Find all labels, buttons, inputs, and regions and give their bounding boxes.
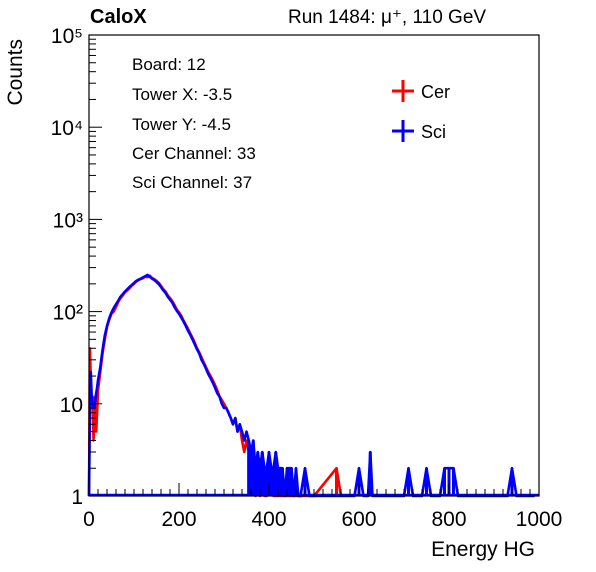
x-axis: 0 200 400 600 800 1000 Energy HG — [83, 483, 562, 561]
y-tick-label: 10 — [60, 394, 83, 417]
y-tick-label: 10² — [53, 302, 83, 325]
y-tick-label: 10⁴ — [51, 117, 83, 140]
legend-label: Sci — [421, 122, 446, 142]
info-tower-x: Tower X: -3.5 — [132, 85, 233, 104]
info-box — [118, 48, 360, 196]
x-tick-label: 0 — [83, 508, 95, 531]
experiment-label: CaloX — [90, 6, 147, 28]
series-layer — [87, 273, 539, 498]
y-tick-label: 1 — [71, 486, 83, 509]
x-tick-label: 800 — [431, 508, 466, 531]
info-tower-y: Tower Y: -4.5 — [132, 115, 231, 134]
y-tick-label: 10⁵ — [51, 25, 83, 48]
run-info: Run 1484: μ⁺, 110 GeV — [288, 7, 487, 28]
y-axis: 1 10 10² 10³ 10⁴ 10⁵ Counts — [4, 25, 102, 509]
series-line-sci — [87, 273, 535, 498]
info-sci-channel: Sci Channel: 37 — [132, 173, 253, 192]
y-tick-label: 10³ — [53, 209, 83, 232]
x-axis-label: Energy HG — [431, 538, 535, 561]
x-tick-label: 400 — [251, 508, 286, 531]
legend: Cer Sci — [392, 80, 450, 142]
x-tick-label: 200 — [161, 508, 196, 531]
x-tick-label: 1000 — [516, 508, 563, 531]
legend-label: Cer — [421, 82, 450, 102]
y-axis-label: Counts — [4, 39, 27, 106]
x-tick-label: 600 — [341, 508, 376, 531]
info-board: Board: 12 — [132, 55, 206, 74]
series-sci — [87, 273, 539, 498]
info-cer-channel: Cer Channel: 33 — [132, 144, 256, 163]
